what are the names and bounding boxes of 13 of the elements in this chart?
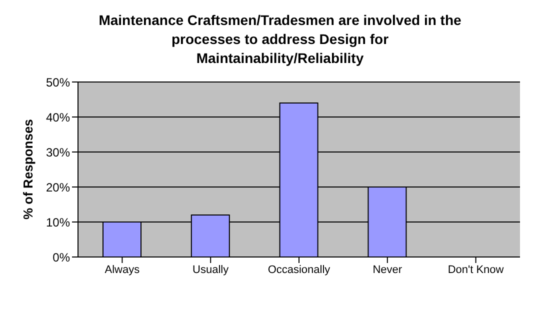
y-tick-label: 30% (46, 145, 70, 160)
y-axis-title: % of Responses (20, 119, 36, 220)
x-tick-label: Don't Know (448, 264, 504, 276)
y-tick-label: 0% (52, 250, 70, 264)
y-tick-label: 40% (46, 110, 70, 124)
y-tick-label: 50% (46, 75, 70, 90)
x-tick-label: Occasionally (268, 264, 331, 276)
x-tick-label: Always (104, 264, 140, 276)
y-tick-label: 20% (46, 180, 70, 194)
y-tick-label: 10% (46, 215, 70, 230)
chart-title: Maintenance Craftsmen/Tradesmen are involved in the processes to address Design for Maintainability/Reliability (98, 11, 462, 68)
x-tick-label: Never (372, 264, 402, 276)
x-tick-label: Usually (192, 264, 230, 276)
